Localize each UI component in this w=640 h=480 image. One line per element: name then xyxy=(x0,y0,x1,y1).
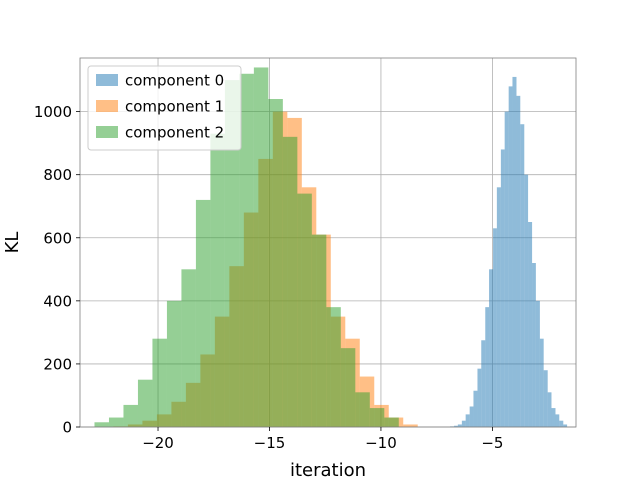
histogram-bar xyxy=(94,422,109,427)
histogram-bar xyxy=(224,80,240,428)
histogram-bar xyxy=(461,420,466,427)
histogram-bar xyxy=(508,86,513,427)
histogram-bar xyxy=(524,174,529,427)
histogram-bar xyxy=(477,368,482,427)
histogram-bar xyxy=(355,392,370,427)
y-tick-label: 600 xyxy=(43,229,72,247)
histogram-bar xyxy=(326,307,341,427)
histogram-bar xyxy=(137,379,153,427)
histogram-bar xyxy=(465,414,470,427)
histogram-bar xyxy=(282,136,298,427)
legend-label: component 2 xyxy=(125,124,224,142)
histogram-bar xyxy=(559,420,564,427)
y-tick-label: 1000 xyxy=(34,103,72,121)
histogram-bar xyxy=(504,111,509,427)
histogram-bar xyxy=(532,263,536,427)
x-tick-label: −20 xyxy=(142,434,174,452)
histogram-bar xyxy=(500,149,505,427)
histogram-bar xyxy=(152,338,167,427)
histogram-bar xyxy=(469,406,474,427)
histogram-bar xyxy=(268,99,283,427)
y-tick-label: 0 xyxy=(62,419,72,437)
histogram-bar xyxy=(166,300,182,427)
histogram-bar xyxy=(297,193,312,427)
histogram-bar xyxy=(516,95,521,427)
plot-frame xyxy=(79,57,577,428)
histogram-bar xyxy=(512,76,517,427)
histogram-bar xyxy=(108,417,124,427)
histogram-bar xyxy=(520,124,525,427)
x-axis-label: iteration xyxy=(290,460,366,480)
histogram-bar xyxy=(195,199,211,427)
legend-swatch xyxy=(96,74,118,86)
histogram-bar xyxy=(210,133,225,427)
histogram-bar xyxy=(493,228,497,427)
y-tick-label: 200 xyxy=(43,355,72,373)
y-tick-label: 800 xyxy=(43,166,72,184)
histogram-bar xyxy=(551,408,556,427)
histogram-bar xyxy=(239,73,254,428)
legend-box xyxy=(87,65,242,151)
legend-label: component 1 xyxy=(125,98,224,116)
histogram-bar xyxy=(555,414,560,427)
histogram-bar xyxy=(539,338,544,427)
histogram-bar xyxy=(496,187,501,427)
histogram-bars xyxy=(94,67,568,428)
y-axis-label: KL xyxy=(2,232,23,254)
histogram-bar xyxy=(543,370,548,427)
histogram-bar xyxy=(403,424,418,427)
series-2-bars xyxy=(94,67,399,428)
legend-swatch xyxy=(96,100,118,112)
x-tick-label: −15 xyxy=(254,434,286,452)
histogram-bar xyxy=(369,408,385,427)
series-0-bars xyxy=(450,76,568,427)
legend-label: component 0 xyxy=(125,72,224,90)
histogram-bar xyxy=(535,300,540,427)
histogram-bar xyxy=(489,269,494,427)
histogram-bar xyxy=(384,417,399,427)
y-tick-label: 400 xyxy=(43,292,72,310)
legend-swatch xyxy=(96,126,118,138)
histogram-bar xyxy=(311,234,327,427)
histogram-bar xyxy=(123,404,138,427)
histogram-bar xyxy=(253,67,269,427)
histogram-bar xyxy=(547,392,552,427)
histogram-bar xyxy=(457,424,462,427)
histogram-bar xyxy=(485,307,490,427)
histogram-bar xyxy=(563,424,568,427)
x-tick-label: −5 xyxy=(481,434,503,452)
histogram-bar xyxy=(481,340,486,427)
legend: component 0 component 1 component 2 xyxy=(87,65,242,151)
histogram-bar xyxy=(473,390,478,427)
histogram-bar xyxy=(340,348,356,427)
histogram-bar xyxy=(181,269,196,427)
axis-ticks: −20 −15 −10 −5 0 200 400 600 800 1000 xyxy=(34,103,504,452)
histogram-bar xyxy=(528,222,533,427)
x-tick-label: −10 xyxy=(365,434,397,452)
histogram-bar xyxy=(454,425,458,427)
